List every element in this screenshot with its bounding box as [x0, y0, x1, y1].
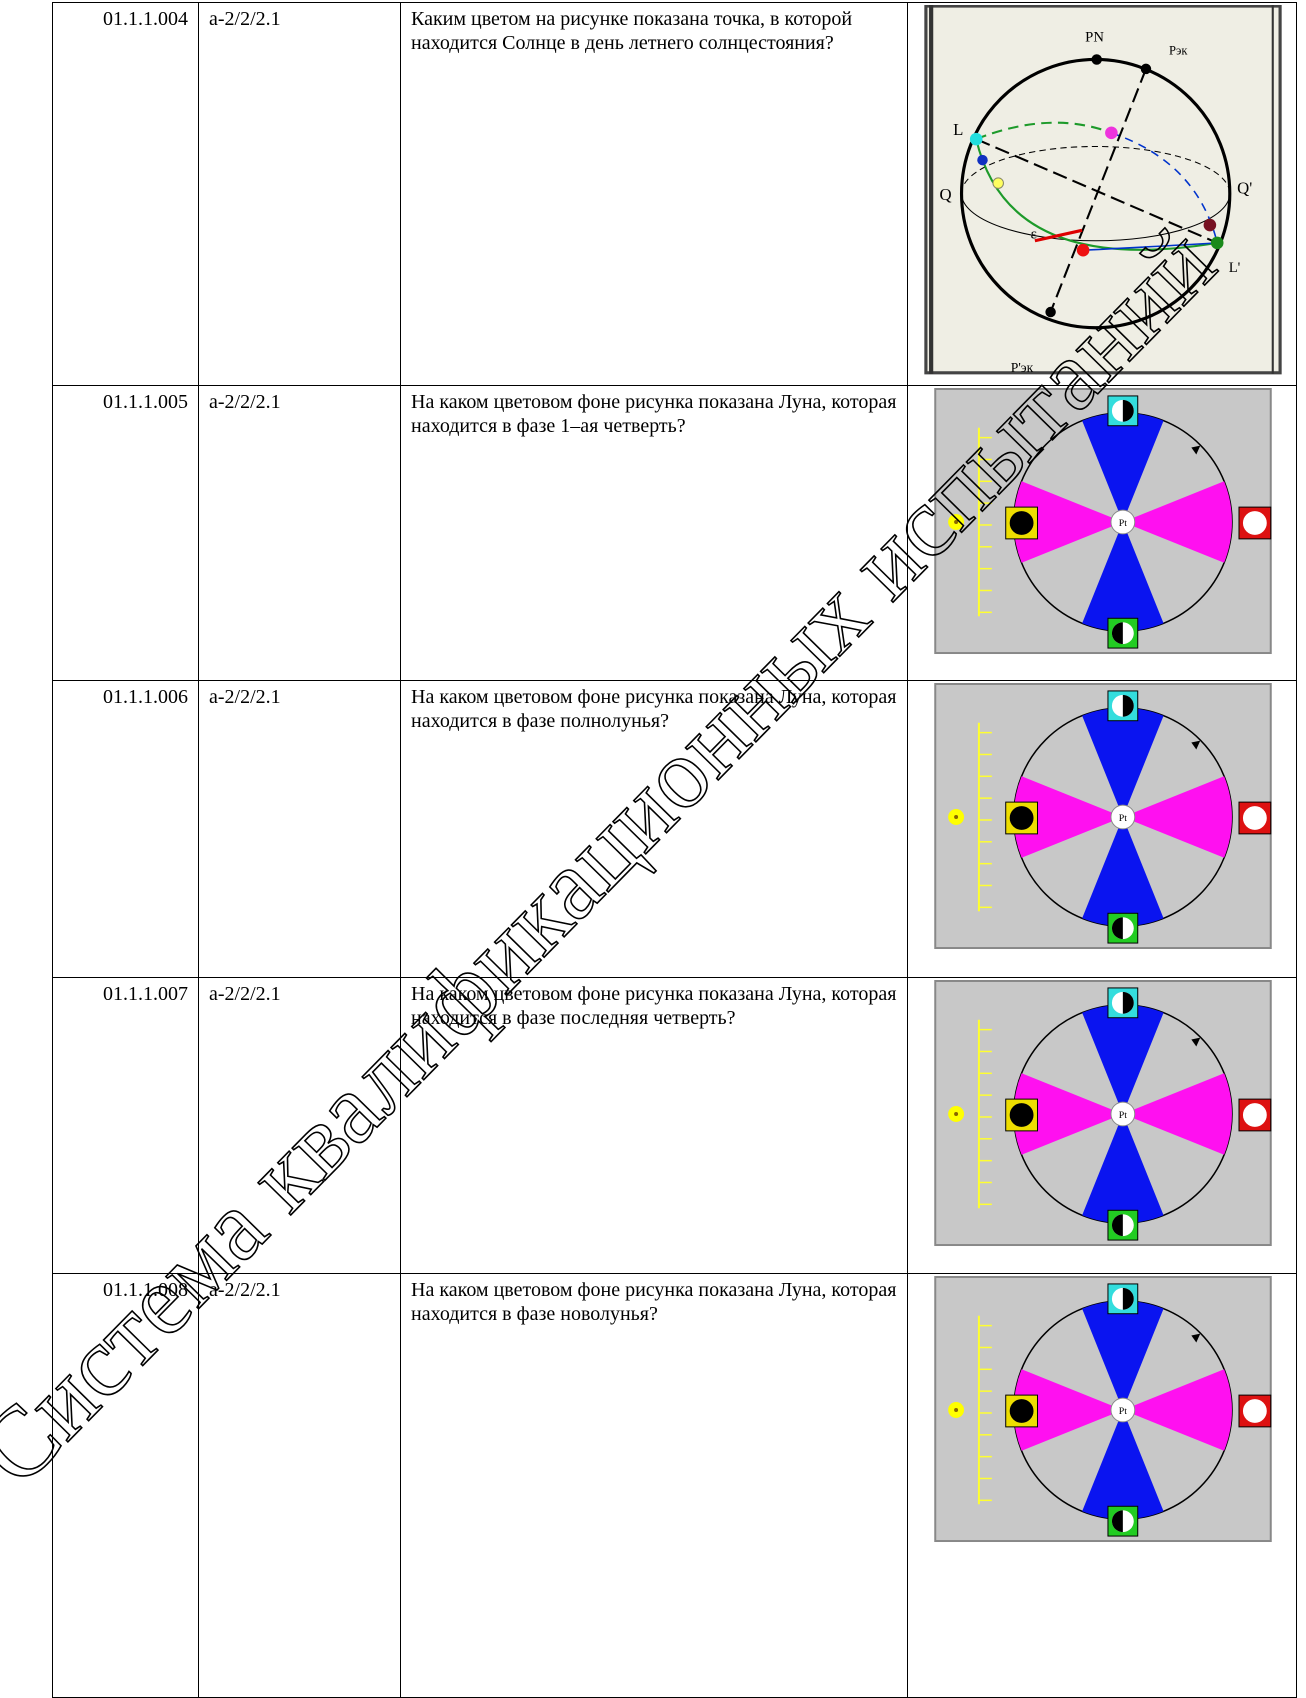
label: Q': [1237, 179, 1252, 198]
label: P'эк: [1011, 360, 1034, 375]
question-code: a-2/2/2.1: [198, 977, 401, 1274]
center-label: Pt: [1119, 1110, 1128, 1121]
question-id: 01.1.1.006: [52, 680, 199, 978]
question-figure: Pt: [907, 385, 1297, 681]
question-id: 01.1.1.007: [52, 977, 199, 1274]
table-row: 01.1.1.006 a-2/2/2.1 На каком цветовом фон…: [52, 680, 1297, 978]
questions-table: 01.1.1.004 a-2/2/2.1 Каким цветом на рисун…: [52, 2, 1297, 1698]
label: L': [1229, 260, 1241, 276]
question-id: 01.1.1.005: [52, 385, 199, 681]
question-text: На каком цветовом фоне рисунка показана …: [400, 977, 908, 1274]
question-id: 01.1.1.008: [52, 1273, 199, 1698]
label: Pэк: [1169, 43, 1188, 57]
question-text: На каком цветовом фоне рисунка показана …: [400, 680, 908, 978]
question-figure: Pt: [907, 1273, 1297, 1698]
label: PN: [1085, 30, 1104, 46]
table-row: 01.1.1.004 a-2/2/2.1 Каким цветом на рисун…: [52, 2, 1297, 386]
question-figure: Pt: [907, 977, 1297, 1274]
table-row: 01.1.1.007 a-2/2/2.1 На каком цветовом фон…: [52, 977, 1297, 1274]
question-code: a-2/2/2.1: [198, 1273, 401, 1698]
label: ε: [1031, 227, 1037, 243]
center-label: Pt: [1119, 1406, 1128, 1417]
question-figure: Pt: [907, 680, 1297, 978]
question-code: a-2/2/2.1: [198, 680, 401, 978]
label: Q: [940, 185, 952, 204]
question-text: На каком цветовом фоне рисунка показана …: [400, 385, 908, 681]
moon-phase-diagram: Pt: [934, 683, 1272, 950]
center-label: Pt: [1119, 518, 1128, 529]
question-id: 01.1.1.004: [52, 2, 199, 386]
moon-phase-diagram: Pt: [934, 1276, 1272, 1543]
table-row: 01.1.1.005 a-2/2/2.1 На каком цветовом фон…: [52, 385, 1297, 681]
question-text: На каком цветовом фоне рисунка показана …: [400, 1273, 908, 1698]
table-row: 01.1.1.008 a-2/2/2.1 На каком цветовом фон…: [52, 1273, 1297, 1698]
moon-phase-diagram: Pt: [934, 388, 1272, 655]
celestial-sphere: PN Pэк L Q Q' L' P'эк ε: [924, 4, 1282, 375]
center-label: Pt: [1119, 813, 1128, 824]
question-code: a-2/2/2.1: [198, 2, 401, 386]
question-code: a-2/2/2.1: [198, 385, 401, 681]
label: L: [953, 120, 963, 139]
moon-phase-diagram: Pt: [934, 979, 1272, 1247]
question-figure: PN Pэк L Q Q' L' P'эк ε: [907, 2, 1297, 386]
question-text: Каким цветом на рисунке показана точка, …: [400, 2, 908, 386]
